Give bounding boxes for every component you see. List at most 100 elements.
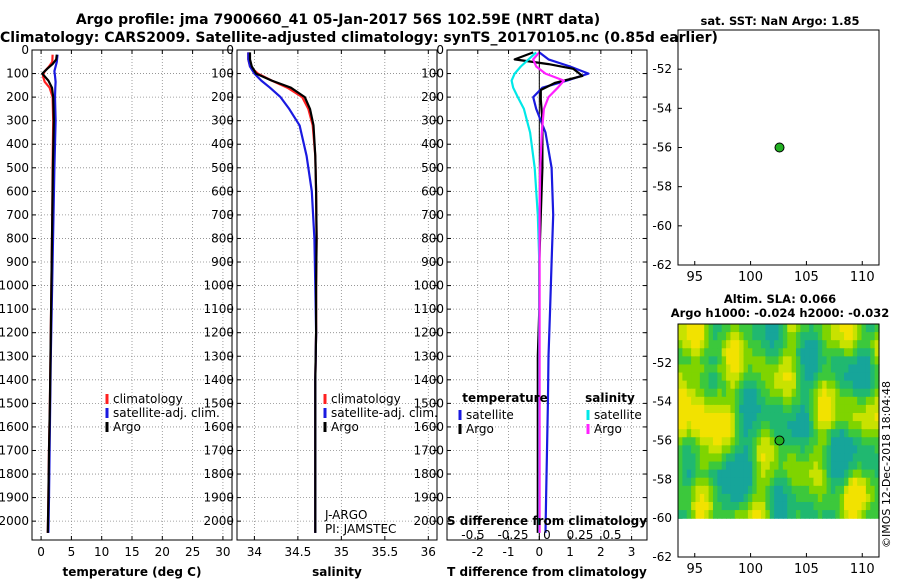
sla-cell: [800, 485, 806, 495]
sla-cell: [721, 421, 727, 430]
sla-cell: [787, 445, 793, 455]
sla-cell: [752, 364, 758, 374]
sla-cell: [712, 396, 718, 406]
sla-cell: [782, 493, 788, 503]
diff-legend-label-3: Argo: [594, 422, 622, 436]
sla-cell: [721, 477, 727, 487]
diff-xtick-label: -1: [503, 545, 515, 559]
sla-cell: [695, 340, 701, 349]
sla-cell: [756, 348, 762, 357]
sla-cell: [678, 404, 683, 414]
sla-cell: [769, 493, 775, 503]
sla-cell: [739, 372, 745, 382]
sla-cell: [682, 388, 688, 398]
sla-cell: [756, 372, 762, 382]
sla-cell: [835, 348, 841, 357]
diff-xtick-label: 1: [566, 545, 574, 559]
sla-cell: [761, 372, 766, 382]
sla-cell: [826, 412, 832, 422]
sla-cell: [756, 388, 762, 398]
sla-cell: [817, 485, 823, 495]
sla-cell: [782, 364, 788, 374]
temp-ytick-label: 300: [6, 114, 29, 128]
sla-cell: [791, 324, 797, 333]
sla-cell: [830, 364, 836, 374]
sla-cell: [778, 445, 784, 455]
sla-cell: [704, 493, 710, 503]
sla-cell: [765, 332, 771, 341]
sla-cell: [800, 388, 806, 398]
diff-ytick-label: 500: [421, 161, 444, 175]
sla-cell: [730, 453, 736, 463]
sla-cell: [857, 348, 863, 357]
sla-cell: [708, 332, 714, 341]
sla-cell: [809, 396, 815, 406]
sla-cell: [813, 356, 819, 366]
sla-cell: [682, 429, 688, 438]
sla-cell: [861, 477, 867, 487]
diff-legend-label-2: satellite: [594, 408, 642, 422]
sla-cell: [682, 396, 688, 406]
sla-cell: [769, 437, 775, 446]
sla-cell: [787, 429, 793, 438]
sla-cell: [721, 364, 727, 374]
sla-cell: [874, 461, 880, 471]
sla-cell: [874, 380, 880, 390]
sla-cell: [717, 340, 723, 349]
sla-cell: [813, 340, 819, 349]
sla-cell: [852, 356, 858, 366]
sla-cell: [747, 493, 753, 503]
sla-cell: [795, 461, 801, 471]
sla-cell: [865, 364, 871, 374]
sla-cell: [708, 404, 714, 414]
sla-cell: [787, 364, 793, 374]
title-line-2: Climatology: CARS2009. Satellite-adjuste…: [0, 30, 718, 46]
sla-cell: [747, 396, 753, 406]
sla-cell: [734, 501, 740, 511]
sla-cell: [795, 332, 801, 341]
sla-cell: [752, 437, 758, 446]
sla-cell: [809, 477, 815, 487]
sla-cell: [721, 445, 727, 455]
sla-cell: [813, 380, 819, 390]
sla-cell: [857, 469, 863, 479]
sla-cell: [787, 510, 793, 519]
sla-cell: [691, 380, 697, 390]
sla-cell: [717, 388, 723, 398]
sla-cell: [852, 380, 858, 390]
sla-cell: [761, 477, 766, 487]
sla-cell: [839, 388, 845, 398]
sla-cell: [765, 364, 771, 374]
sla-cell: [734, 453, 740, 463]
temp-ytick-label: 1400: [0, 373, 29, 387]
sla-cell: [826, 437, 832, 446]
sla-cell: [691, 324, 697, 333]
sla-cell: [835, 510, 841, 519]
sla-cell: [743, 461, 749, 471]
sla-cell: [730, 445, 736, 455]
temp-xtick-label: 20: [155, 545, 170, 559]
sla-cell: [857, 380, 863, 390]
sla-cell: [852, 453, 858, 463]
sla-cell: [791, 469, 797, 479]
sal-ytick-label: 800: [211, 231, 234, 245]
sla-cell: [708, 445, 714, 455]
sla-cell: [682, 453, 688, 463]
sla-cell: [870, 372, 876, 382]
sla-cell: [682, 510, 688, 519]
sla-cell: [717, 501, 723, 511]
sla-cell: [870, 404, 876, 414]
sla-cell: [747, 340, 753, 349]
sla-cell: [721, 396, 727, 406]
sla-cell: [756, 493, 762, 503]
sla-cell: [704, 461, 710, 471]
sla-cell: [874, 340, 880, 349]
sla-cell: [861, 501, 867, 511]
sla-cell: [844, 453, 850, 463]
sla-cell: [800, 372, 806, 382]
sla-cell: [730, 372, 736, 382]
sla-cell: [752, 461, 758, 471]
sla-cell: [752, 356, 758, 366]
sla-cell: [817, 332, 823, 341]
sla-cell: [852, 469, 858, 479]
